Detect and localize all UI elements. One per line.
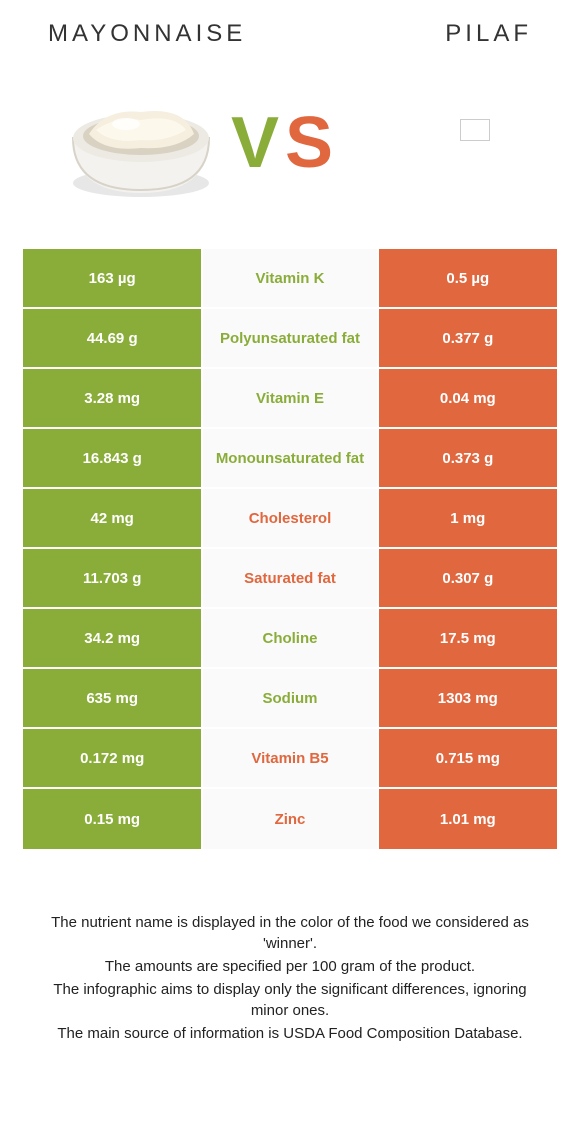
left-value: 635 mg (23, 669, 201, 727)
table-row: 44.69 gPolyunsaturated fat0.377 g (23, 309, 557, 369)
nutrient-label: Polyunsaturated fat (201, 309, 378, 367)
nutrient-label: Monounsaturated fat (201, 429, 378, 487)
right-value: 1 mg (379, 489, 557, 547)
nutrient-label: Choline (201, 609, 378, 667)
footer-line: The amounts are specified per 100 gram o… (46, 956, 534, 977)
vs-right-letter: S (285, 103, 339, 183)
comparison-table: 163 µgVitamin K0.5 µg44.69 gPolyunsatura… (22, 248, 558, 850)
right-value: 1303 mg (379, 669, 557, 727)
image-placeholder-icon (460, 119, 490, 141)
nutrient-label: Zinc (201, 789, 378, 849)
left-value: 163 µg (23, 249, 201, 307)
left-value: 11.703 g (23, 549, 201, 607)
nutrient-label: Cholesterol (201, 489, 378, 547)
left-value: 3.28 mg (23, 369, 201, 427)
nutrient-label: Sodium (201, 669, 378, 727)
vs-left-letter: V (231, 103, 285, 183)
left-value: 0.15 mg (23, 789, 201, 849)
food-left-title: MAYONNAISE (48, 20, 246, 48)
table-row: 42 mgCholesterol1 mg (23, 489, 557, 549)
table-row: 3.28 mgVitamin E0.04 mg (23, 369, 557, 429)
left-value: 0.172 mg (23, 729, 201, 787)
right-value: 1.01 mg (379, 789, 557, 849)
food-right-title: PILAF (445, 20, 532, 48)
footer-line: The infographic aims to display only the… (46, 979, 534, 1021)
nutrient-label: Vitamin K (201, 249, 378, 307)
footer-notes: The nutrient name is displayed in the co… (22, 850, 558, 1066)
nutrient-label: Saturated fat (201, 549, 378, 607)
nutrient-label: Vitamin E (201, 369, 378, 427)
left-value: 34.2 mg (23, 609, 201, 667)
right-value: 0.377 g (379, 309, 557, 367)
mayonnaise-bowl-icon (56, 68, 226, 218)
left-value: 44.69 g (23, 309, 201, 367)
right-value: 0.5 µg (379, 249, 557, 307)
left-value: 42 mg (23, 489, 201, 547)
right-value: 0.373 g (379, 429, 557, 487)
table-row: 163 µgVitamin K0.5 µg (23, 249, 557, 309)
table-row: 34.2 mgCholine17.5 mg (23, 609, 557, 669)
vs-label: VS (231, 107, 339, 179)
nutrient-label: Vitamin B5 (201, 729, 378, 787)
right-value: 17.5 mg (379, 609, 557, 667)
footer-line: The nutrient name is displayed in the co… (46, 912, 534, 954)
table-row: 0.15 mgZinc1.01 mg (23, 789, 557, 849)
table-row: 11.703 gSaturated fat0.307 g (23, 549, 557, 609)
table-row: 16.843 gMonounsaturated fat0.373 g (23, 429, 557, 489)
left-value: 16.843 g (23, 429, 201, 487)
footer-line: The main source of information is USDA F… (46, 1023, 534, 1044)
table-row: 0.172 mgVitamin B50.715 mg (23, 729, 557, 789)
comparison-header: MAYONNAISE PILAF (22, 20, 558, 58)
table-row: 635 mgSodium1303 mg (23, 669, 557, 729)
food-left-image (52, 68, 231, 218)
hero-section: VS (22, 58, 558, 248)
right-value: 0.307 g (379, 549, 557, 607)
right-value: 0.04 mg (379, 369, 557, 427)
right-value: 0.715 mg (379, 729, 557, 787)
